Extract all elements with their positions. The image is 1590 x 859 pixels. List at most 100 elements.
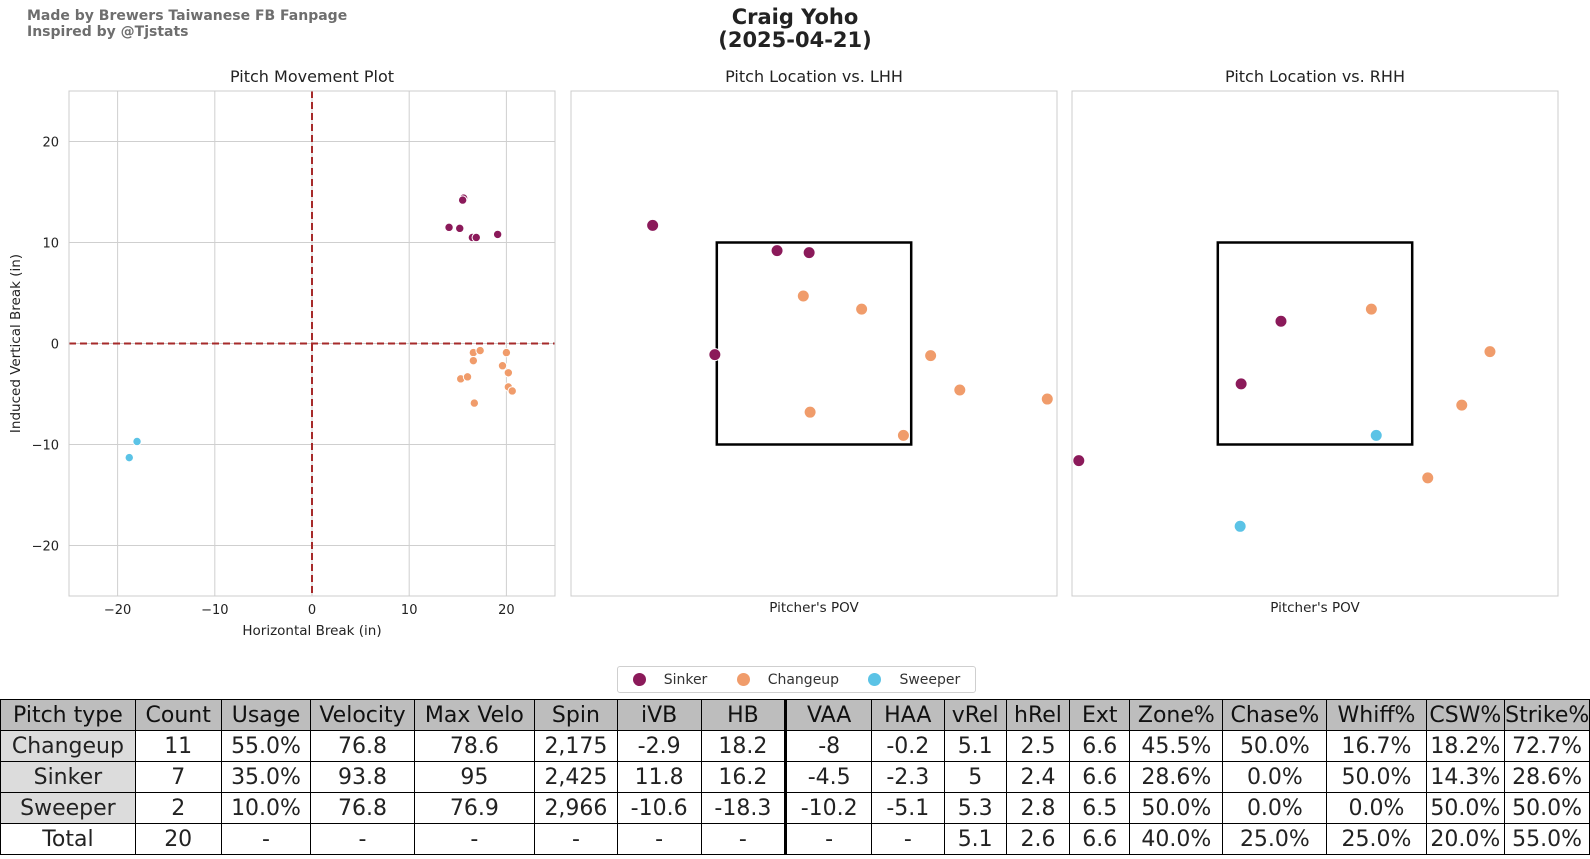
table-cell: 5 — [943, 761, 1007, 793]
plot-frame — [68, 90, 556, 597]
y-tick-label: 0 — [51, 338, 59, 353]
point-changeup — [497, 361, 508, 371]
table-cell: - — [700, 823, 787, 855]
point-changeup — [1483, 345, 1497, 359]
pitch-type-cell: Changeup — [0, 730, 136, 762]
legend-marker-sweeper — [868, 673, 882, 686]
credit-line-2: Inspired by @Tjstats — [27, 24, 189, 40]
column-header: Chase% — [1222, 699, 1328, 731]
table-cell: -8 — [784, 730, 873, 762]
point-changeup — [469, 398, 480, 408]
table-cell: 0.0% — [1222, 761, 1328, 793]
column-header: Ext — [1069, 699, 1131, 731]
x-tick-label: 10 — [401, 603, 418, 618]
column-header: Velocity — [310, 699, 415, 731]
column-header: HAA — [871, 699, 945, 731]
point-changeup — [855, 302, 869, 316]
table-cell: 2.6 — [1005, 823, 1071, 855]
x-axis-label: Pitcher's POV — [769, 600, 859, 616]
table-header-row: Pitch type Count Usage Velocity Max Velo… — [0, 699, 1590, 731]
column-header: Max Velo — [413, 699, 536, 731]
legend: Sinker Changeup Sweeper — [617, 666, 976, 693]
table-cell: 5.1 — [943, 823, 1007, 855]
strike-zone — [715, 241, 913, 446]
y-tick-label: 10 — [42, 237, 59, 252]
table-cell: 78.6 — [413, 730, 536, 762]
table-cell: 2 — [134, 792, 222, 824]
table-cell: 50.0% — [1222, 730, 1328, 762]
point-changeup — [924, 349, 938, 363]
table-row: Changeup 11 55.0% 76.8 78.6 2,175 -2.9 18.2 -8 -0… — [0, 730, 1590, 762]
page-title: Craig Yoho (2025-04-21) — [0, 6, 1590, 52]
point-changeup — [1040, 392, 1054, 406]
x-tick-label: 0 — [308, 603, 316, 618]
column-header: VAA — [784, 699, 873, 731]
chart-title: Pitch Movement Plot — [230, 67, 394, 86]
pitch-stats-table: Pitch type Count Usage Velocity Max Velo… — [0, 699, 1590, 855]
x-axis-label: Pitcher's POV — [1270, 600, 1360, 616]
table-cell: 95 — [413, 761, 536, 793]
table-cell: 93.8 — [310, 761, 415, 793]
legend-label-changeup: Changeup — [767, 671, 840, 688]
plot-frame — [570, 90, 1058, 597]
legend-item-changeup: Changeup — [736, 671, 840, 688]
table-cell: -0.2 — [871, 730, 945, 762]
point-changeup — [468, 355, 479, 366]
table-cell: 6.6 — [1069, 823, 1131, 855]
point-sweeper — [132, 436, 142, 447]
y-tick-label: −20 — [32, 540, 59, 555]
table-cell: -18.3 — [700, 792, 787, 824]
table-cell: 18.2% — [1425, 730, 1506, 762]
table-cell: - — [413, 823, 536, 855]
table-cell: 25.0% — [1222, 823, 1328, 855]
point-sinker — [1072, 454, 1086, 468]
point-changeup — [462, 372, 473, 382]
table-cell: 76.8 — [310, 792, 415, 824]
column-header: hRel — [1005, 699, 1071, 731]
point-sinker — [457, 195, 468, 205]
table-cell: 10.0% — [220, 792, 312, 824]
table-cell: 2,425 — [534, 761, 618, 793]
table-cell: 76.8 — [310, 730, 415, 762]
table-cell: 2,175 — [534, 730, 618, 762]
player-name: Craig Yoho — [731, 5, 859, 29]
table-cell: 14.3% — [1425, 761, 1506, 793]
chart-title: Pitch Location vs. LHH — [725, 67, 903, 86]
table-cell: 20.0% — [1425, 823, 1506, 855]
legend-marker-changeup — [736, 673, 750, 686]
column-header: CSW% — [1425, 699, 1506, 731]
point-changeup — [503, 368, 514, 378]
table-cell: 0.0% — [1222, 792, 1328, 824]
table-cell: 2.4 — [1005, 761, 1071, 793]
column-header: vRel — [943, 699, 1007, 731]
game-date: (2025-04-21) — [718, 28, 872, 52]
table-row: Sinker 7 35.0% 93.8 95 2,425 11.8 16.2 -4.5 -2.3 5… — [0, 761, 1590, 793]
charts-area: Pitch Movement Plot −20 −10 0 10 20 −20 −10 0 10 2… — [8, 67, 1559, 639]
point-sinker — [1274, 314, 1288, 328]
table-cell: -10.6 — [616, 792, 702, 824]
table-cell: - — [616, 823, 702, 855]
table-cell: 76.9 — [413, 792, 536, 824]
x-axis-label: Horizontal Break (in) — [242, 623, 381, 639]
point-changeup — [1364, 302, 1378, 316]
legend-item-sweeper: Sweeper — [868, 672, 960, 688]
column-header: iVB — [616, 699, 702, 731]
legend-label-sinker: Sinker — [663, 671, 708, 688]
point-sinker — [444, 222, 454, 233]
table-cell: 11.8 — [616, 761, 702, 793]
credit-text: Made by Brewers Taiwanese FB Fanpage Ins… — [27, 8, 347, 40]
table-cell: 7 — [134, 761, 222, 793]
x-tick-label: 20 — [498, 603, 515, 618]
table-cell: 5.1 — [943, 730, 1007, 762]
point-sinker — [492, 229, 503, 240]
point-sinker — [471, 232, 481, 243]
chart-title: Pitch Location vs. RHH — [1225, 67, 1405, 86]
y-axis-label: Induced Vertical Break (in) — [8, 254, 24, 433]
table-cell: 50.0% — [1504, 792, 1590, 824]
point-sinker — [1234, 377, 1248, 391]
table-cell: 50.0% — [1425, 792, 1506, 824]
table-cell: 6.5 — [1069, 792, 1131, 824]
point-sweeper — [124, 452, 134, 463]
table-cell: 11 — [134, 730, 222, 762]
pitch-type-cell: Sinker — [0, 761, 136, 793]
